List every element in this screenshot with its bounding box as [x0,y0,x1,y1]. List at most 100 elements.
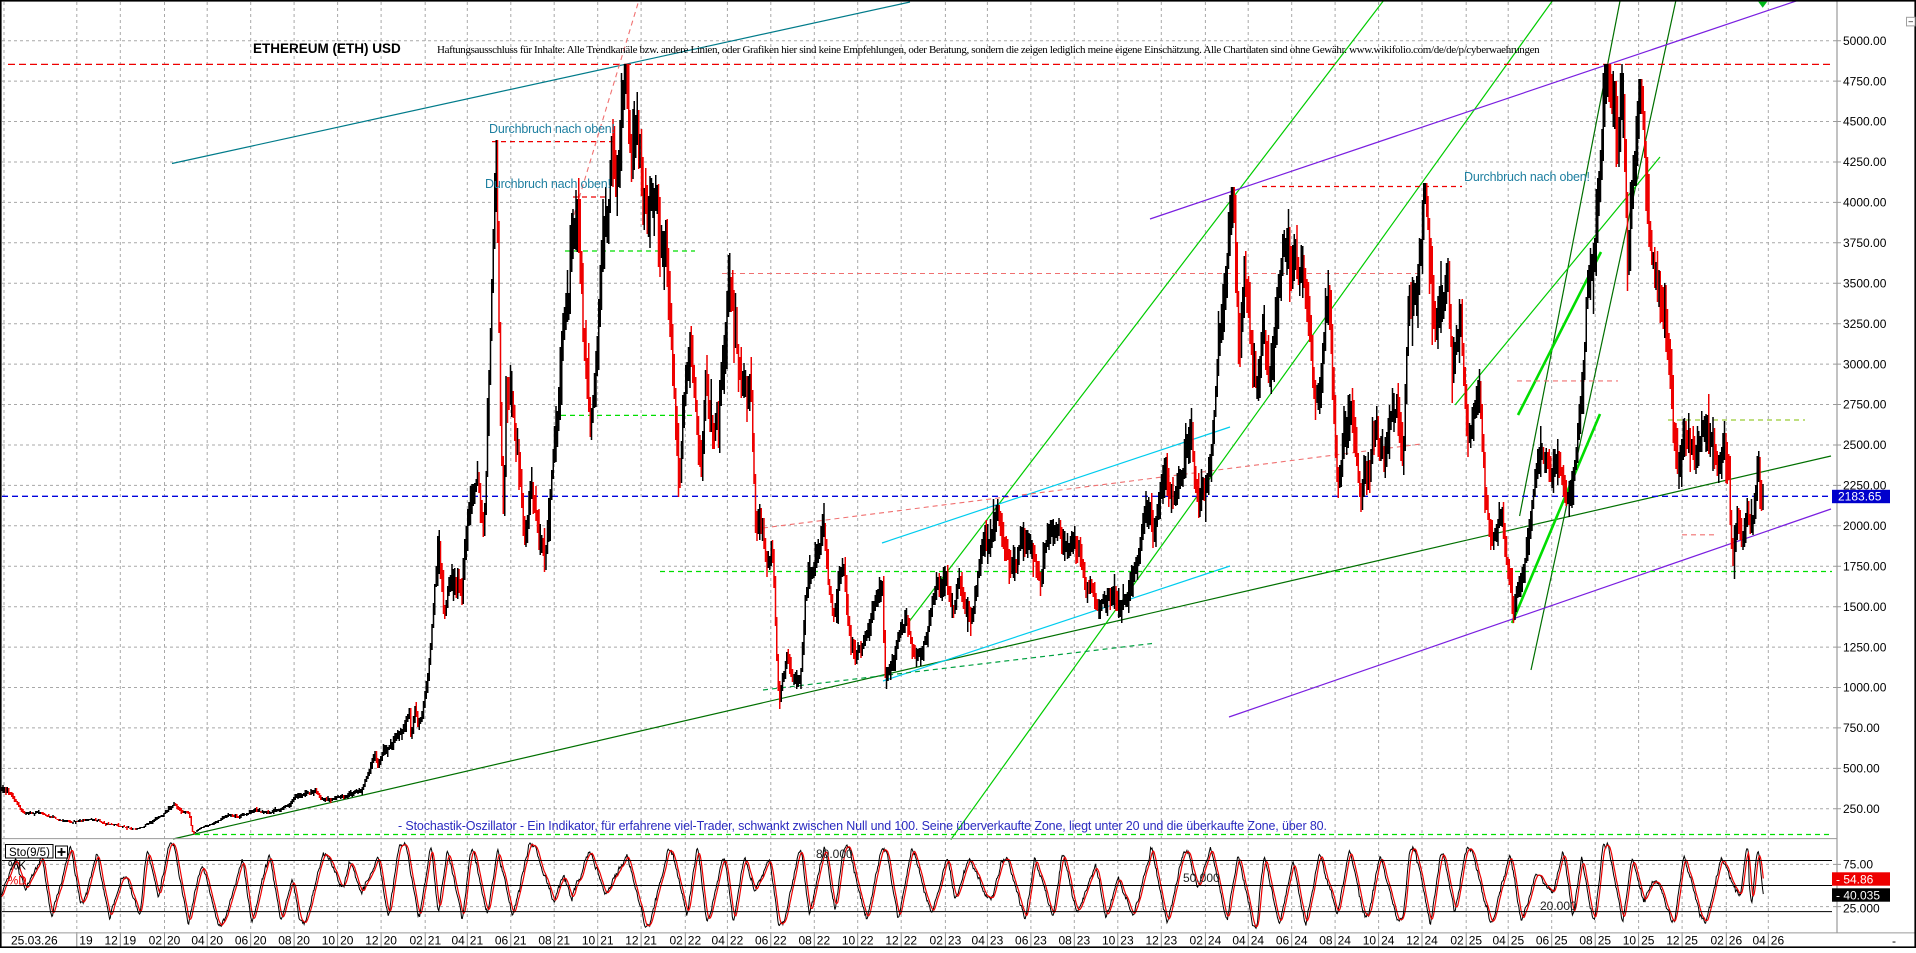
svg-text:2750.00: 2750.00 [1843,398,1887,412]
svg-text:06: 06 [235,934,249,948]
svg-text:Haftungsausschluss für Inhalte: Haftungsausschluss für Inhalte: Alle Tre… [437,44,1540,56]
svg-text:04: 04 [191,934,205,948]
svg-text:19: 19 [123,934,137,948]
svg-text:22: 22 [773,934,787,948]
svg-text:10: 10 [1363,934,1377,948]
svg-text:20: 20 [384,934,398,948]
svg-text:Durchbruch nach oben!: Durchbruch nach oben! [489,122,615,136]
svg-text:23: 23 [948,934,962,948]
svg-text:02: 02 [409,934,423,948]
svg-text:12: 12 [104,934,118,948]
svg-text:25: 25 [1598,934,1612,948]
svg-text:08: 08 [278,934,292,948]
svg-text:04: 04 [1232,934,1246,948]
svg-text:1000.00: 1000.00 [1843,681,1887,695]
svg-text:20: 20 [210,934,224,948]
svg-text:4500.00: 4500.00 [1843,115,1887,129]
svg-text:- 54.86: - 54.86 [1836,872,1874,886]
svg-text:10: 10 [1623,934,1637,948]
svg-text:20: 20 [253,934,267,948]
svg-text:ETHEREUM (ETH) USD: ETHEREUM (ETH) USD [253,41,401,56]
svg-text:Durchbruch nach oben!: Durchbruch nach oben! [1464,170,1590,184]
svg-text:02: 02 [1190,934,1204,948]
svg-text:25.000: 25.000 [1843,902,1880,916]
svg-text:25: 25 [1469,934,1483,948]
svg-text:1250.00: 1250.00 [1843,640,1887,654]
svg-text:06: 06 [1536,934,1550,948]
svg-text:3750.00: 3750.00 [1843,236,1887,250]
svg-text:2000.00: 2000.00 [1843,519,1887,533]
svg-text:02: 02 [930,934,944,948]
svg-text:2183.65: 2183.65 [1838,489,1882,503]
svg-text:25: 25 [1554,934,1568,948]
svg-text:25: 25 [1511,934,1525,948]
svg-text:Sto(9/5): Sto(9/5) [9,847,50,859]
svg-text:%K: %K [8,861,26,873]
svg-text:20: 20 [297,934,311,948]
svg-text:Durchbruch nach oben!: Durchbruch nach oben! [485,177,611,191]
svg-text:-: - [1892,934,1896,948]
svg-text:06: 06 [495,934,509,948]
svg-text:10: 10 [322,934,336,948]
svg-text:21: 21 [557,934,571,948]
svg-text:08: 08 [1579,934,1593,948]
svg-text:22: 22 [730,934,744,948]
svg-text:22: 22 [860,934,874,948]
svg-text:19: 19 [79,934,93,948]
svg-text:- 40.035: - 40.035 [1836,888,1880,902]
svg-text:24: 24 [1338,934,1352,948]
svg-text:24: 24 [1208,934,1222,948]
svg-text:5000.00: 5000.00 [1843,34,1887,48]
svg-text:500.00: 500.00 [1843,762,1880,776]
svg-text:06: 06 [1276,934,1290,948]
svg-text:1750.00: 1750.00 [1843,559,1887,573]
svg-text:12: 12 [365,934,379,948]
svg-text:2250.00: 2250.00 [1843,479,1887,493]
svg-text:20: 20 [340,934,354,948]
svg-text:21: 21 [470,934,484,948]
svg-text:20.000: 20.000 [1540,899,1577,913]
svg-text:10: 10 [842,934,856,948]
svg-text:3500.00: 3500.00 [1843,276,1887,290]
svg-text:12: 12 [1145,934,1159,948]
svg-text:21: 21 [600,934,614,948]
svg-text:26: 26 [1771,934,1785,948]
svg-text:08: 08 [1319,934,1333,948]
svg-text:04: 04 [972,934,986,948]
svg-text:08: 08 [538,934,552,948]
svg-text:23: 23 [1033,934,1047,948]
svg-text:12: 12 [1406,934,1420,948]
svg-text:23: 23 [1120,934,1134,948]
svg-text:22: 22 [688,934,702,948]
svg-text:- Stochastik-Oszillator - Ein: - Stochastik-Oszillator - Ein Indikator,… [398,819,1327,833]
svg-text:04: 04 [712,934,726,948]
svg-text:02: 02 [1450,934,1464,948]
svg-text:250.00: 250.00 [1843,802,1880,816]
svg-text:20: 20 [167,934,181,948]
svg-text:26: 26 [1729,934,1743,948]
svg-text:25: 25 [1685,934,1699,948]
svg-text:04: 04 [451,934,465,948]
svg-text:23: 23 [1077,934,1091,948]
svg-text:24: 24 [1251,934,1265,948]
svg-text:21: 21 [428,934,442,948]
svg-text:06: 06 [755,934,769,948]
svg-text:12: 12 [1666,934,1680,948]
svg-text:24: 24 [1425,934,1439,948]
svg-text:08: 08 [1058,934,1072,948]
svg-text:25: 25 [1641,934,1655,948]
svg-text:80.000: 80.000 [816,847,853,861]
svg-text:3250.00: 3250.00 [1843,317,1887,331]
svg-text:10: 10 [1102,934,1116,948]
svg-text:04: 04 [1492,934,1506,948]
svg-text:21: 21 [644,934,658,948]
svg-text:4000.00: 4000.00 [1843,196,1887,210]
svg-text:750.00: 750.00 [1843,721,1880,735]
svg-text:08: 08 [798,934,812,948]
svg-text:22: 22 [904,934,918,948]
svg-text:4250.00: 4250.00 [1843,155,1887,169]
svg-text:1500.00: 1500.00 [1843,600,1887,614]
svg-text:12: 12 [625,934,639,948]
svg-text:23: 23 [1164,934,1178,948]
svg-text:12: 12 [885,934,899,948]
